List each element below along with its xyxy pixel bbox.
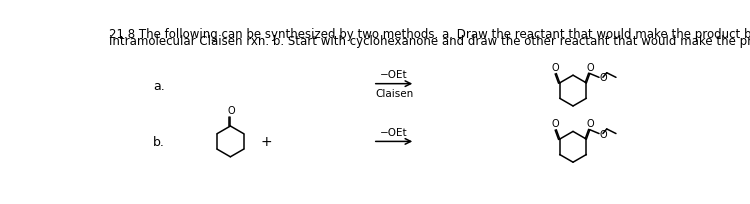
Text: O: O <box>586 119 594 129</box>
Text: O: O <box>227 106 235 116</box>
Text: O: O <box>600 73 608 83</box>
Text: −OEt: −OEt <box>380 127 408 137</box>
Text: Claisen: Claisen <box>375 88 413 98</box>
Text: −OEt: −OEt <box>380 70 408 80</box>
Text: +: + <box>261 135 272 149</box>
Text: O: O <box>552 63 560 73</box>
Text: O: O <box>586 63 594 73</box>
Text: intramolecular Claisen rxn. b. Start with cyclohexanone and draw the other react: intramolecular Claisen rxn. b. Start wit… <box>110 35 750 48</box>
Text: O: O <box>552 119 560 129</box>
Text: O: O <box>600 129 608 139</box>
Text: 21.8 The following can be synthesized by two methods. a. Draw the reactant that : 21.8 The following can be synthesized by… <box>110 28 750 41</box>
Text: a.: a. <box>153 79 165 92</box>
Text: b.: b. <box>153 135 165 148</box>
